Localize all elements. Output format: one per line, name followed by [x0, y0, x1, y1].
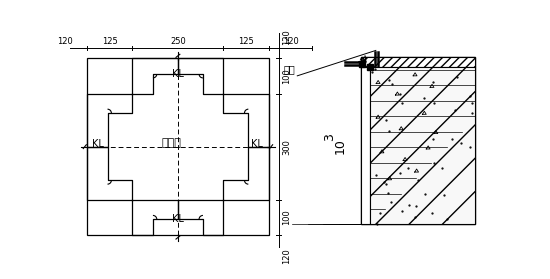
Bar: [370, 67, 475, 224]
Bar: [223, 58, 269, 93]
Text: 250: 250: [170, 37, 186, 46]
Text: 125: 125: [102, 37, 118, 46]
Text: 10: 10: [376, 58, 392, 71]
Text: 125: 125: [238, 37, 254, 46]
Text: KL: KL: [251, 139, 263, 149]
Text: 120: 120: [282, 29, 291, 45]
Text: 100: 100: [282, 68, 291, 84]
Bar: [361, 57, 475, 67]
Text: KL: KL: [92, 139, 104, 149]
Bar: [223, 200, 269, 235]
Bar: [361, 67, 370, 224]
Text: 10: 10: [334, 138, 347, 154]
Text: 120: 120: [283, 37, 299, 46]
Bar: [87, 58, 133, 93]
Text: 柱顶面: 柱顶面: [162, 138, 182, 148]
Bar: [87, 58, 269, 235]
Text: 3: 3: [403, 56, 410, 69]
Text: 3: 3: [323, 133, 336, 141]
Bar: [361, 57, 475, 224]
Text: KL: KL: [172, 214, 184, 224]
Text: KL: KL: [172, 69, 184, 79]
Text: 100: 100: [282, 210, 291, 225]
Text: 120: 120: [57, 37, 73, 46]
Text: 300: 300: [282, 139, 291, 155]
Text: 120: 120: [282, 249, 291, 264]
Text: 电焊: 电焊: [284, 64, 296, 74]
Bar: [87, 200, 133, 235]
